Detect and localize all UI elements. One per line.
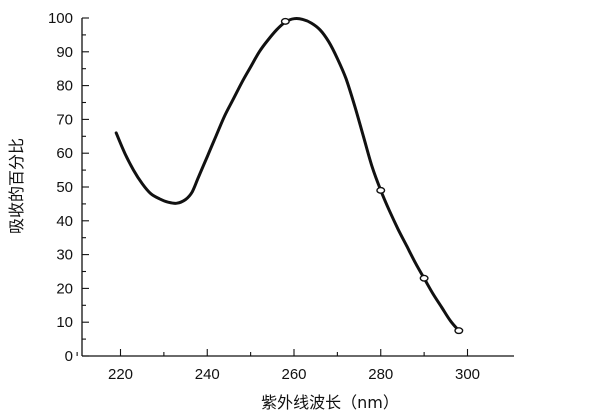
x-tick-label: 300 xyxy=(455,366,480,383)
y-tick-label: 70 xyxy=(56,111,73,128)
data-point-marker xyxy=(280,17,290,25)
y-axis-label: 吸收的百分比 xyxy=(7,138,26,234)
y-tick-label: 0 xyxy=(65,348,73,365)
absorption-curve xyxy=(114,16,461,333)
data-point-marker xyxy=(376,186,386,194)
y-tick-label: 100 xyxy=(48,10,73,27)
data-point-marker xyxy=(454,327,464,335)
plot-area xyxy=(114,16,464,335)
y-tick-label: 10 xyxy=(56,314,73,331)
y-tick-label: 40 xyxy=(56,213,73,230)
y-tick-label: 90 xyxy=(56,44,73,61)
ticks: 0 10 20 30 40 50 60 70 80 90 100 220 240 260 280 300 xyxy=(48,10,480,383)
y-tick-label: 60 xyxy=(56,145,73,162)
y-tick-label: 20 xyxy=(56,280,73,297)
x-tick-label: 220 xyxy=(108,366,133,383)
x-tick-label: 260 xyxy=(281,366,306,383)
y-tick-label: 80 xyxy=(56,78,73,95)
x-axis-label: 紫外线波长（nm） xyxy=(261,393,399,412)
y-tick-label: 50 xyxy=(56,179,73,196)
x-tick-label: 240 xyxy=(195,366,220,383)
data-point-marker xyxy=(419,274,429,282)
y-tick-label: 30 xyxy=(56,247,73,264)
x-tick-label: 280 xyxy=(368,366,393,383)
axes xyxy=(81,18,514,357)
